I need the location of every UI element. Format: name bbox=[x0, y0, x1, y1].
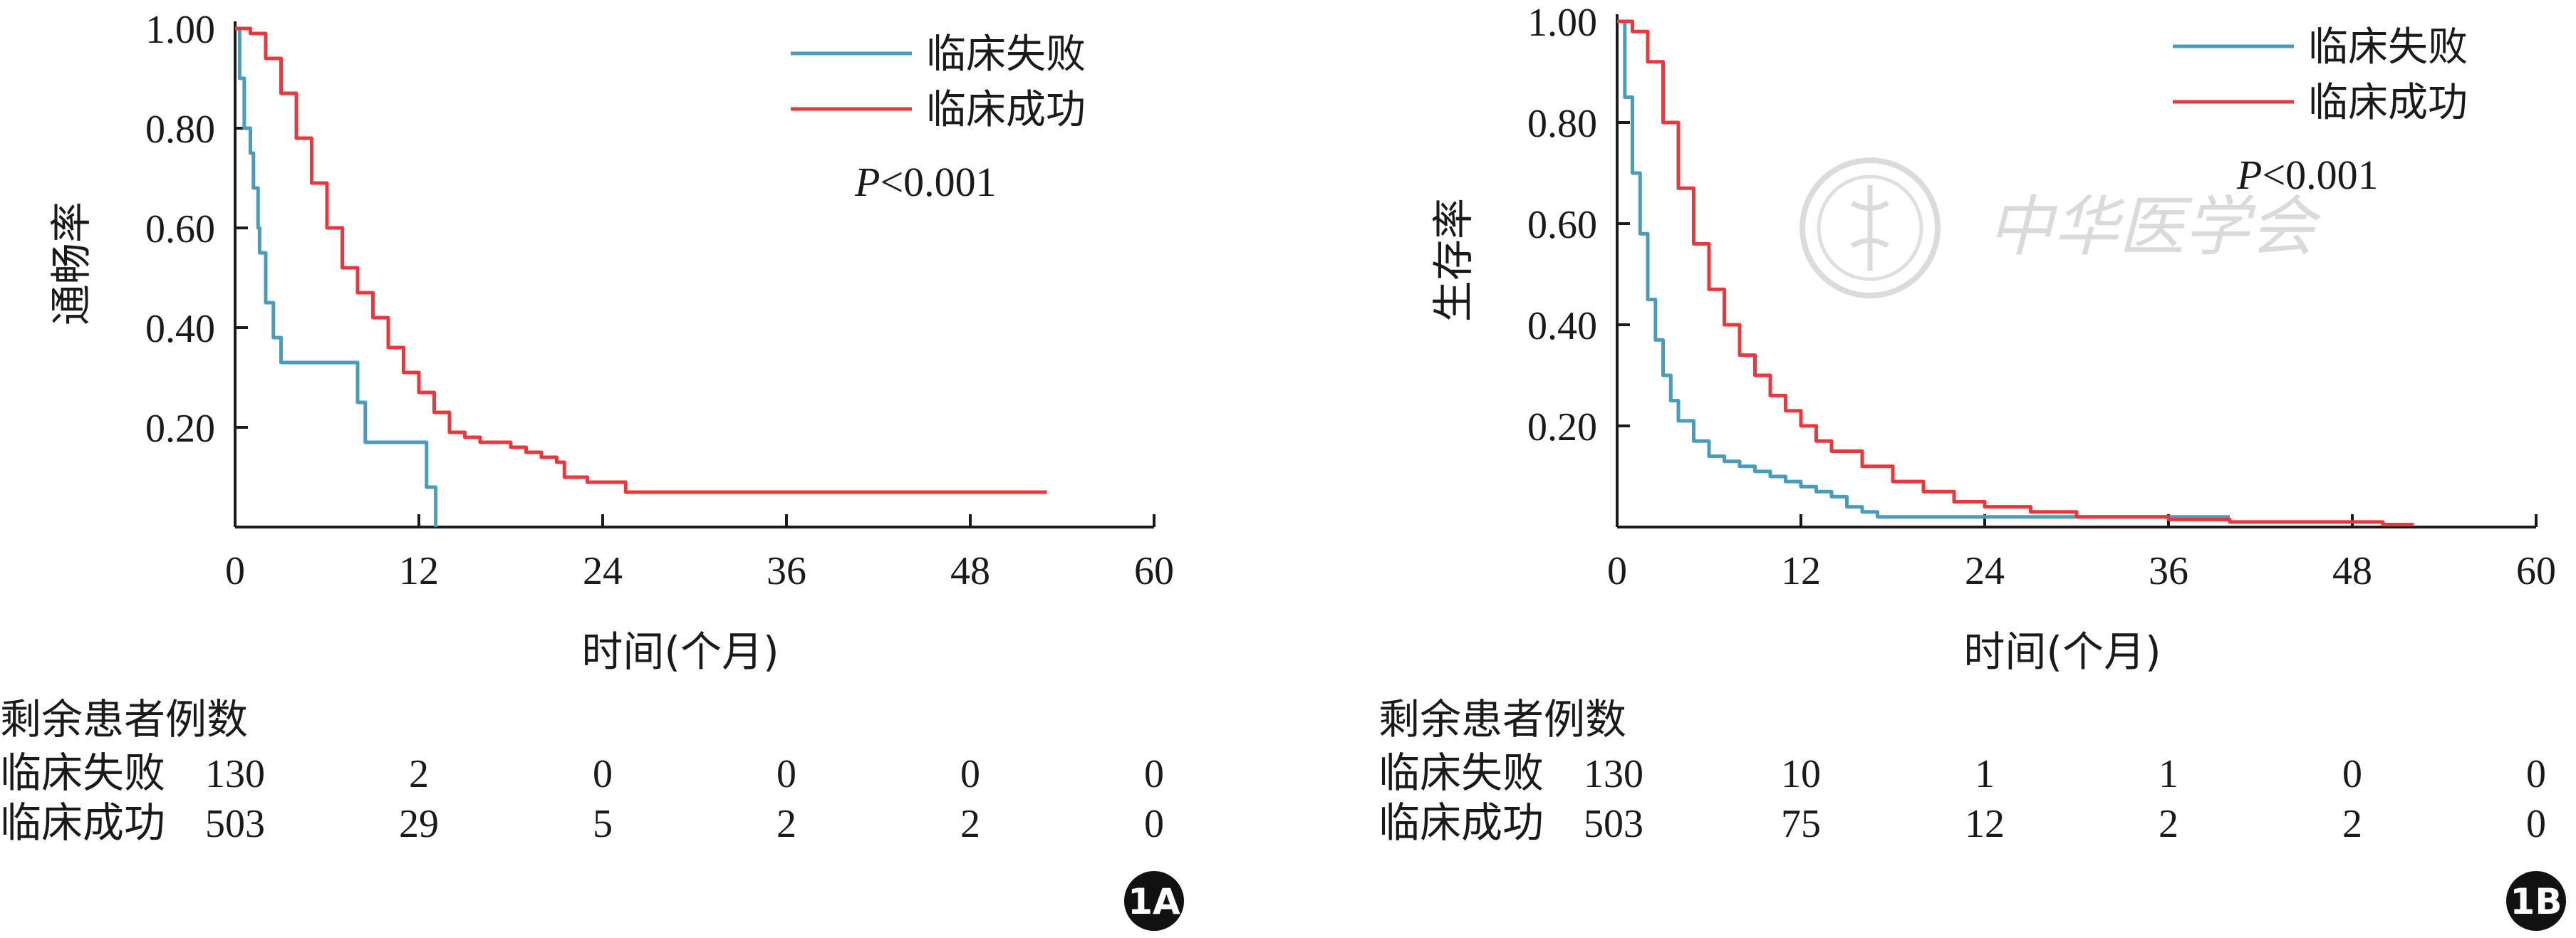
series-line-failure bbox=[235, 26, 438, 527]
panel-badge bbox=[1124, 871, 1184, 931]
y-tick-label: 0.20 bbox=[145, 407, 215, 451]
risk-value: 0 bbox=[1144, 802, 1164, 846]
x-tick-label: 36 bbox=[2149, 549, 2188, 593]
x-tick-label: 48 bbox=[950, 549, 990, 593]
x-tick-label: 0 bbox=[225, 549, 245, 593]
risk-value: 2 bbox=[2342, 802, 2362, 846]
p-value-annotation: P<0.001 bbox=[854, 159, 997, 205]
x-tick-label: 60 bbox=[2516, 549, 2556, 593]
panel-badge-label: 1A bbox=[1128, 881, 1180, 922]
panel-badge-label: 1B bbox=[2510, 881, 2562, 922]
legend-label: 临床成功 bbox=[2308, 80, 2468, 126]
legend-label: 临床成功 bbox=[926, 87, 1086, 133]
x-tick-label: 60 bbox=[1134, 549, 1174, 593]
risk-value: 2 bbox=[960, 802, 980, 846]
risk-value: 503 bbox=[205, 802, 265, 846]
risk-value: 2 bbox=[777, 802, 796, 846]
watermark-seal-icon bbox=[1799, 157, 1941, 298]
x-tick-label: 48 bbox=[2332, 549, 2372, 593]
series-line-success bbox=[235, 26, 1047, 494]
y-tick-label: 1.00 bbox=[145, 8, 215, 52]
x-axis-title: 时间(个月) bbox=[581, 627, 779, 676]
y-tick-label: 0.60 bbox=[1527, 203, 1597, 247]
risk-value: 1 bbox=[1975, 752, 1995, 796]
panel-1b: 0 12 24 36 48 601.000.800.600.400.20时间(个月)生存率… bbox=[1378, 1, 2566, 931]
y-tick-label: 0.60 bbox=[145, 207, 215, 251]
risk-value: 12 bbox=[1965, 802, 2005, 846]
p-value-text: <0.001 bbox=[880, 159, 996, 205]
y-tick-label: 1.00 bbox=[1527, 1, 1597, 45]
risk-value: 503 bbox=[1584, 802, 1643, 846]
risk-value: 2 bbox=[2159, 802, 2178, 846]
risk-table-title: 剩余患者例数 bbox=[1378, 695, 1626, 744]
y-tick-label: 0.80 bbox=[145, 108, 215, 152]
risk-value: 29 bbox=[399, 802, 439, 846]
risk-value: 0 bbox=[960, 752, 980, 796]
risk-row-label: 临床失败 bbox=[1378, 749, 1544, 797]
x-tick-label: 24 bbox=[1965, 549, 2005, 593]
p-value-text: <0.001 bbox=[2262, 152, 2378, 198]
risk-row-label: 临床成功 bbox=[1378, 798, 1544, 847]
x-tick-label: 0 bbox=[1607, 549, 1627, 593]
risk-value: 0 bbox=[1144, 752, 1164, 796]
risk-value: 75 bbox=[1781, 802, 1821, 846]
risk-row-label: 临床成功 bbox=[0, 798, 165, 847]
series-line-failure bbox=[1617, 19, 2230, 519]
risk-value: 5 bbox=[593, 802, 613, 846]
watermark: 中华医学会 bbox=[1799, 157, 2322, 298]
y-tick-label: 0.80 bbox=[1527, 102, 1597, 146]
y-tick-label: 0.40 bbox=[145, 307, 215, 351]
p-value-symbol: P bbox=[854, 159, 880, 205]
panel-1a: 0 12 24 36 48 60 1.00 0.80 0.60 0.40 0.20 时间(个月) 通畅率… bbox=[0, 8, 1184, 931]
x-axis-title: 时间(个月) bbox=[1963, 627, 2161, 676]
risk-value: 0 bbox=[2526, 752, 2546, 796]
y-axis-title: 生存率 bbox=[1429, 198, 1477, 322]
x-tick-label: 12 bbox=[1781, 549, 1821, 593]
legend-label: 临床失败 bbox=[2308, 24, 2468, 71]
risk-value: 130 bbox=[205, 752, 265, 796]
series-line-success bbox=[1617, 19, 2414, 526]
y-tick-label: 0.20 bbox=[1527, 405, 1597, 449]
y-axis-title: 通畅率 bbox=[47, 202, 95, 325]
risk-value: 10 bbox=[1781, 752, 1821, 796]
p-value-annotation: P<0.001 bbox=[2236, 152, 2379, 198]
risk-row-label: 临床失败 bbox=[0, 749, 165, 797]
p-value-symbol: P bbox=[2236, 152, 2262, 198]
risk-value: 0 bbox=[2526, 802, 2546, 846]
panel-badge bbox=[2506, 871, 2566, 931]
risk-value: 0 bbox=[777, 752, 796, 796]
risk-value: 130 bbox=[1584, 752, 1643, 796]
legend-label: 临床失败 bbox=[926, 31, 1086, 78]
risk-value: 1 bbox=[2159, 752, 2178, 796]
risk-table-title: 剩余患者例数 bbox=[0, 695, 248, 744]
x-tick-label: 36 bbox=[767, 549, 806, 593]
x-tick-label: 24 bbox=[583, 549, 623, 593]
y-tick-label: 0.40 bbox=[1527, 304, 1597, 348]
x-tick-label: 12 bbox=[399, 549, 439, 593]
risk-value: 2 bbox=[409, 752, 429, 796]
risk-value: 0 bbox=[2342, 752, 2362, 796]
watermark-text: 中华医学会 bbox=[1988, 189, 2322, 265]
risk-value: 0 bbox=[593, 752, 613, 796]
